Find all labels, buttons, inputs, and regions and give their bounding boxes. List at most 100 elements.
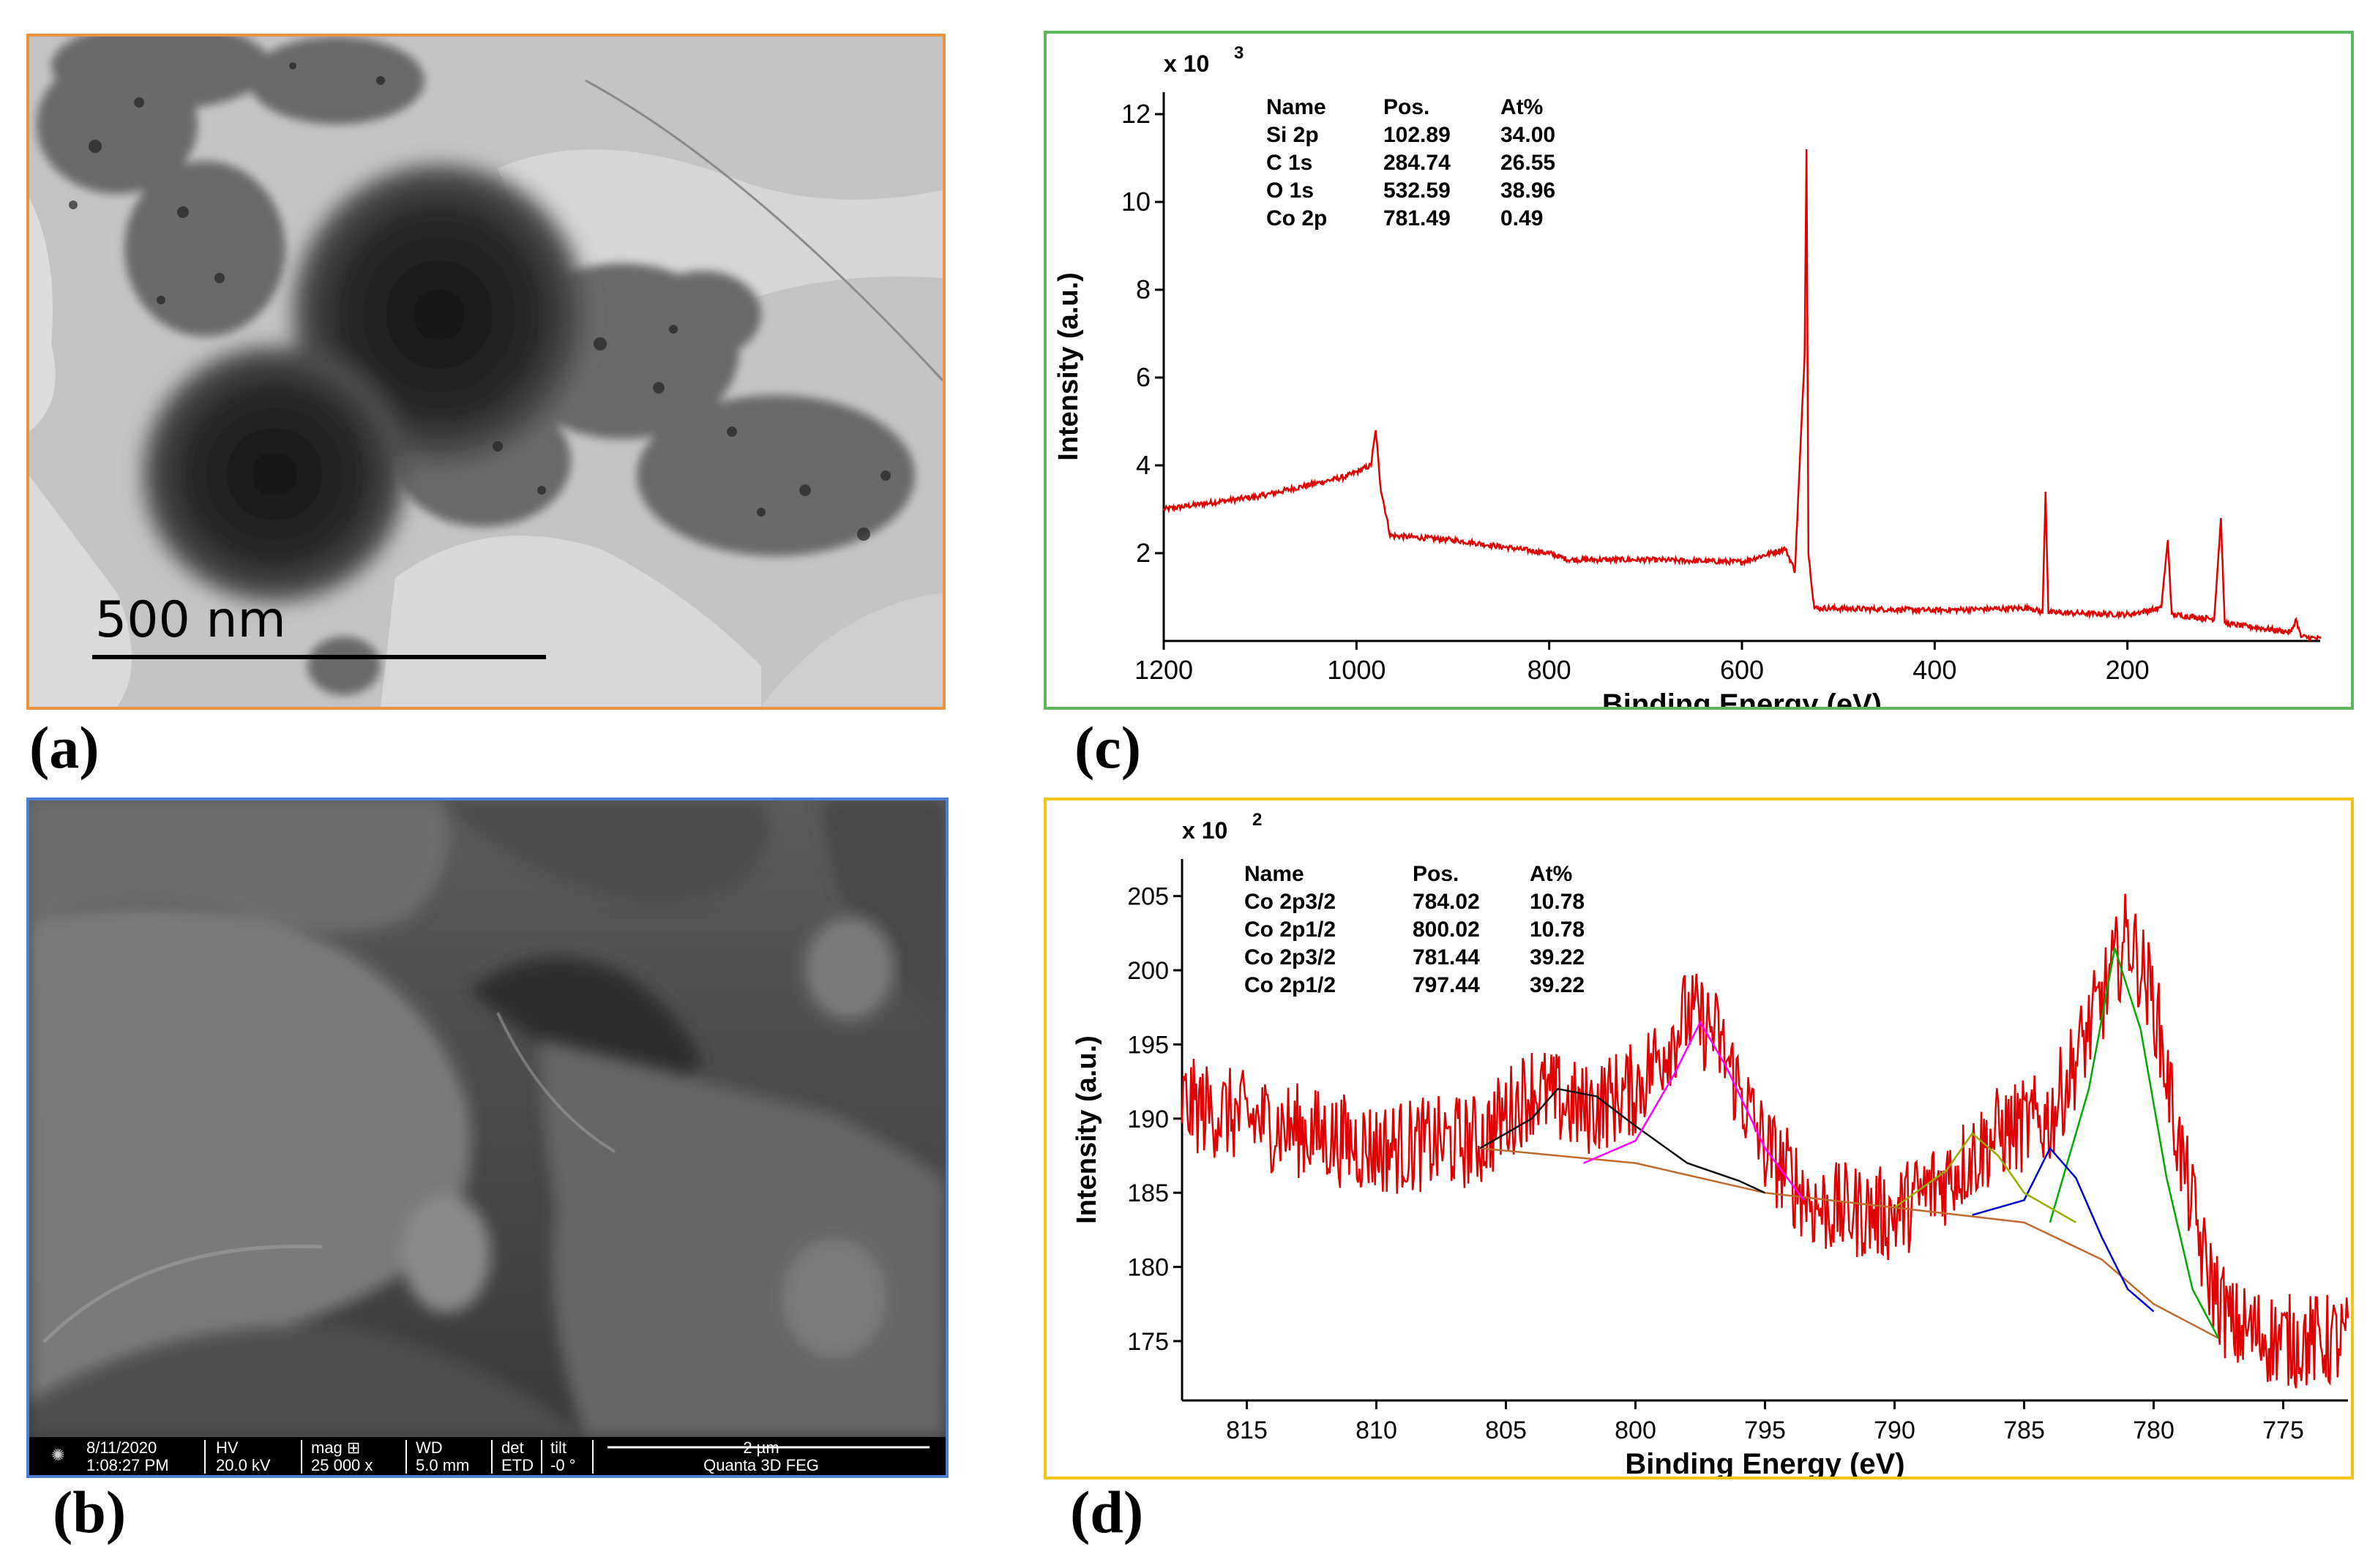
d-table-cell: Co 2p1/2 (1244, 973, 1336, 997)
panel-label-d: (d) (1070, 1479, 1144, 1545)
c-x-tick-label: 1000 (1327, 655, 1386, 685)
d-x-axis-label: Binding Energy (eV) (1625, 1448, 1904, 1477)
d-x-tick-label: 800 (1615, 1417, 1656, 1444)
d-table-header: Pos. (1413, 862, 1459, 886)
c-multiplier: x 10 (1164, 50, 1209, 77)
d-table-cell: 800.02 (1413, 918, 1480, 942)
c-table-cell: O 1s (1266, 179, 1314, 203)
d-y-tick-label: 205 (1127, 883, 1169, 911)
tem-image-panel: 500 nm (26, 22, 946, 710)
d-series-line-6 (1893, 1132, 2076, 1223)
d-table-cell: Co 2p3/2 (1244, 890, 1336, 914)
c-x-axis-label: Binding Energy (eV) (1602, 689, 1882, 707)
d-series-line-2 (1479, 1087, 1766, 1194)
c-table-cell: 38.96 (1500, 179, 1555, 203)
d-table-cell: 784.02 (1413, 890, 1480, 914)
sem-mag-label: mag ⊞ (311, 1438, 360, 1457)
d-x-tick-label: 795 (1744, 1417, 1786, 1444)
sem-hv-label: HV (216, 1438, 239, 1457)
sem-tilt: -0 ° (550, 1456, 575, 1474)
d-table-cell: 10.78 (1530, 890, 1585, 914)
d-x-tick-label: 785 (2003, 1417, 2045, 1444)
d-table-cell: 39.22 (1530, 945, 1585, 969)
d-series-line-5 (1972, 1147, 2155, 1313)
c-y-tick-label: 12 (1121, 99, 1151, 129)
d-table-header: At% (1530, 862, 1572, 886)
d-y-tick-label: 195 (1127, 1031, 1169, 1059)
c-table-header: Name (1266, 95, 1326, 119)
d-table-cell: 797.44 (1413, 973, 1480, 997)
d-table-cell: Co 2p1/2 (1244, 918, 1336, 942)
c-table-cell: 102.89 (1383, 123, 1451, 147)
d-multiplier: x 10 (1182, 817, 1227, 844)
d-x-tick-label: 775 (2262, 1417, 2304, 1444)
d-y-tick-label: 185 (1127, 1179, 1169, 1207)
c-table-cell: 34.00 (1500, 123, 1555, 147)
panel-label-b: (b) (53, 1479, 127, 1545)
panel-label-c: (c) (1074, 714, 1142, 781)
sem-wd-label: WD (416, 1438, 443, 1457)
c-y-tick-label: 8 (1136, 274, 1151, 304)
xps-co2p-panel: 815 810 805 800 795 790 785 780 775 175 180 185 190 1… (1044, 798, 2354, 1480)
d-series-line-3 (1583, 1020, 1805, 1201)
sem-tilt-label: tilt (550, 1438, 566, 1457)
sem-image-panel: ✺ 8/11/2020 1:08:27 PM HV 20.0 kV mag ⊞ … (26, 798, 949, 1478)
d-multiplier-exp: 2 (1252, 810, 1262, 830)
d-table-cell: 781.44 (1413, 945, 1480, 969)
c-table-cell: 532.59 (1383, 179, 1451, 203)
d-series-line-1 (1479, 1147, 2219, 1339)
d-x-tick-label: 805 (1485, 1417, 1527, 1444)
c-x-tick-label: 800 (1527, 655, 1571, 685)
c-table-header: At% (1500, 95, 1543, 119)
xps-co2p-chart: 815 810 805 800 795 790 785 780 775 175 180 185 190 1… (1072, 810, 2349, 1480)
d-y-tick-label: 180 (1127, 1254, 1169, 1282)
d-x-tick-label: 815 (1226, 1417, 1268, 1444)
c-x-tick-label: 600 (1720, 655, 1764, 685)
c-table-cell: C 1s (1266, 151, 1312, 175)
c-x-tick-label: 1200 (1134, 655, 1193, 685)
xps-survey-chart: 1200 1000 800 600 400 200 2 4 6 8 10 12 Binding Ener… (1053, 43, 2322, 721)
sem-hv: 20.0 kV (216, 1456, 271, 1474)
c-table-cell: Si 2p (1266, 123, 1319, 147)
c-y-axis-label: Intensity (a.u.) (1053, 272, 1084, 461)
sem-det: ETD (501, 1456, 534, 1474)
d-table-cell: Co 2p3/2 (1244, 945, 1336, 969)
c-series-line-0 (1162, 149, 2322, 642)
tem-scale-label: 500 nm (95, 591, 286, 649)
tem-micrograph: 500 nm (29, 22, 944, 707)
sem-instrument: Quanta 3D FEG (703, 1456, 819, 1474)
sem-time: 1:08:27 PM (86, 1456, 169, 1474)
d-y-tick-label: 175 (1127, 1328, 1169, 1356)
d-table-header: Name (1244, 862, 1304, 886)
c-table-header: Pos. (1383, 95, 1429, 119)
c-y-tick-label: 2 (1136, 538, 1151, 568)
c-table-cell: 781.49 (1383, 206, 1451, 230)
c-y-tick-label: 6 (1136, 362, 1151, 392)
c-y-tick-label: 4 (1136, 450, 1151, 480)
sem-det-label: det (501, 1438, 524, 1457)
d-table-cell: 39.22 (1530, 973, 1585, 997)
d-x-tick-label: 780 (2133, 1417, 2175, 1444)
sem-date: 8/11/2020 (86, 1438, 157, 1457)
c-multiplier-exp: 3 (1234, 43, 1244, 63)
sem-logo-icon: ✺ (51, 1446, 64, 1464)
d-series-line-0 (1181, 893, 2349, 1389)
sem-micrograph: ✺ 8/11/2020 1:08:27 PM HV 20.0 kV mag ⊞ … (29, 800, 946, 1475)
panel-label-a: (a) (29, 714, 100, 781)
c-x-tick-label: 400 (1912, 655, 1956, 685)
xps-survey-panel: 1200 1000 800 600 400 200 2 4 6 8 10 12 Binding Ener… (1044, 31, 2354, 721)
sem-mag: 25 000 x (311, 1456, 373, 1474)
c-x-tick-label: 200 (2106, 655, 2150, 685)
c-y-tick-label: 10 (1121, 187, 1151, 217)
d-y-tick-label: 200 (1127, 957, 1169, 985)
c-table-cell: 26.55 (1500, 151, 1555, 175)
d-series-line-4 (2049, 948, 2220, 1339)
sem-wd: 5.0 mm (416, 1456, 469, 1474)
d-x-tick-label: 810 (1355, 1417, 1397, 1444)
c-table-cell: Co 2p (1266, 206, 1327, 230)
d-y-tick-label: 190 (1127, 1106, 1169, 1133)
c-table-cell: 0.49 (1500, 206, 1543, 230)
c-table-cell: 284.74 (1383, 151, 1451, 175)
sem-info-bar: ✺ 8/11/2020 1:08:27 PM HV 20.0 kV mag ⊞ … (29, 1437, 946, 1475)
d-x-tick-label: 790 (1874, 1417, 1915, 1444)
